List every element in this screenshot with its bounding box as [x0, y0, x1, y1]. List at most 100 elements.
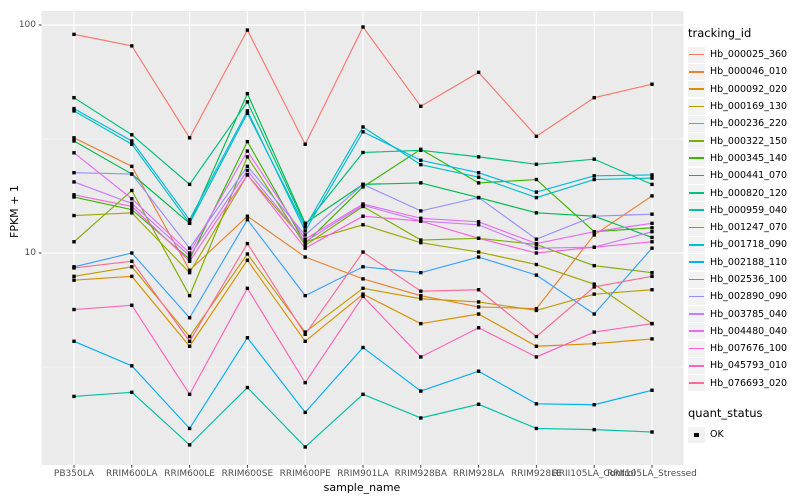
legend: tracking_id Hb_000025_360 Hb_000046_010 Hb… [688, 26, 787, 443]
legend-item-Hb_001718_090: Hb_001718_090 [688, 236, 787, 253]
legend-item-label: Hb_001718_090 [710, 239, 788, 251]
data-point [72, 106, 76, 111]
data-point [361, 286, 365, 291]
data-point [187, 344, 192, 348]
legend-item-label: Hb_000441_070 [710, 170, 788, 182]
data-point [72, 32, 76, 37]
legend-item-label: Hb_002188_110 [710, 256, 788, 268]
data-point [476, 326, 481, 330]
legend-item-Hb_000169_130: Hb_000169_130 [688, 98, 787, 115]
data-point [592, 95, 596, 100]
legend-line-icon [689, 261, 704, 263]
data-point [419, 293, 423, 298]
legend-item-label: Hb_000236_220 [710, 118, 788, 130]
legend-item-label: Hb_000025_360 [710, 49, 788, 61]
legend-item-Hb_000092_020: Hb_000092_020 [688, 81, 787, 98]
legend-key-swatch [688, 63, 705, 80]
data-point [534, 262, 539, 267]
data-point [592, 342, 596, 346]
data-point [592, 174, 596, 178]
data-point [476, 369, 481, 373]
data-point [130, 211, 134, 215]
data-point [361, 125, 365, 129]
data-point [361, 277, 365, 281]
data-point [130, 364, 134, 368]
data-point [650, 240, 654, 244]
x-tick-label: RRIM600LA [106, 469, 158, 479]
data-point [130, 133, 134, 137]
data-point [534, 241, 539, 246]
data-point [419, 209, 423, 213]
legend-item-Hb_000236_220: Hb_000236_220 [688, 115, 787, 132]
data-point [361, 182, 365, 187]
data-point [419, 216, 423, 220]
data-point [72, 139, 76, 143]
data-point [245, 214, 250, 218]
data-point [534, 134, 539, 138]
data-point [650, 430, 654, 434]
black-square-point-icon [694, 432, 699, 438]
legend-item-label: Hb_000345_140 [710, 152, 788, 164]
data-point [303, 410, 307, 415]
data-point [419, 162, 423, 167]
data-point [592, 330, 596, 334]
quant-status-items: OK [688, 426, 787, 443]
legend-key-swatch [688, 185, 705, 202]
legend-line-icon [689, 88, 704, 90]
legend-item-Hb_000025_360: Hb_000025_360 [688, 46, 787, 63]
data-point [303, 339, 307, 343]
data-point [419, 270, 423, 275]
data-point [187, 392, 192, 397]
legend-key-swatch [688, 323, 705, 340]
data-point [187, 182, 192, 187]
data-point [303, 229, 307, 233]
data-point [72, 274, 76, 279]
data-point [650, 82, 654, 86]
legend-item-label: Hb_000820_120 [710, 187, 788, 199]
x-tick-label: RRIM928BA [394, 469, 448, 479]
data-point [476, 305, 481, 309]
legend-line-icon [689, 209, 704, 211]
data-point [419, 416, 423, 420]
legend-item-Hb_000959_040: Hb_000959_040 [688, 202, 787, 219]
data-point [303, 142, 307, 146]
data-point [187, 293, 192, 298]
data-point [245, 168, 250, 173]
legend-line-icon [689, 243, 704, 246]
data-point [130, 164, 134, 169]
data-point [303, 240, 307, 244]
data-point [650, 337, 654, 341]
legend-key-swatch [688, 271, 705, 288]
legend-line-icon [689, 174, 704, 177]
legend-item-label: Hb_001247_070 [710, 222, 788, 234]
data-point [534, 251, 539, 255]
data-point [476, 223, 481, 227]
data-point [361, 292, 365, 296]
data-point [534, 334, 539, 339]
legend-line-icon [689, 140, 704, 142]
data-point [534, 162, 539, 166]
data-point [650, 176, 654, 180]
legend-item-label: Hb_000959_040 [710, 204, 788, 216]
data-point [130, 172, 134, 176]
data-point [303, 255, 307, 259]
data-point [245, 385, 250, 390]
data-point [187, 221, 192, 225]
legend-line-icon [689, 330, 704, 332]
data-point [303, 233, 307, 237]
data-point [72, 109, 76, 113]
legend-line-icon [689, 295, 704, 298]
data-point [187, 254, 192, 258]
data-point [476, 155, 481, 159]
data-point [534, 355, 539, 359]
data-point [245, 164, 250, 169]
legend-line-icon [689, 192, 704, 194]
data-point [72, 151, 76, 155]
legend-line-icon [689, 105, 704, 108]
x-tick-label: RRIM901LA [337, 469, 389, 479]
data-point [361, 265, 365, 269]
data-point [476, 175, 481, 179]
data-point [419, 240, 423, 245]
data-point [650, 173, 654, 177]
